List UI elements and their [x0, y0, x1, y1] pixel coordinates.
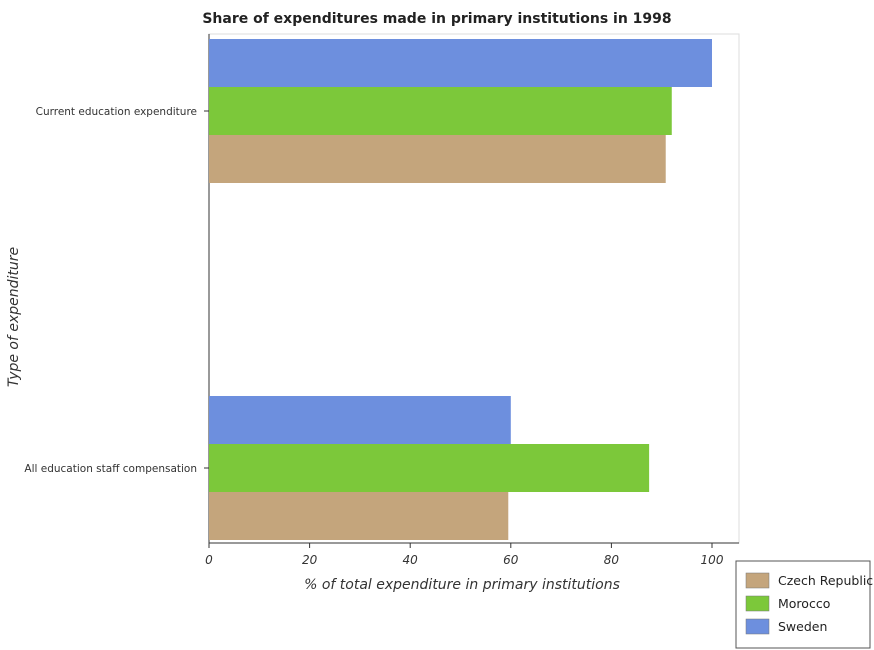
- legend-label: Sweden: [778, 619, 827, 634]
- y-axis-label: Type of expenditure: [6, 247, 22, 387]
- chart-title: Share of expenditures made in primary in…: [202, 11, 671, 27]
- x-tick-label: 0: [205, 553, 213, 567]
- plot-area: 0 20 40 60 80 100 All education staff compensa…: [24, 33, 740, 567]
- x-tick-label: 20: [302, 553, 318, 567]
- legend-label: Morocco: [778, 596, 830, 611]
- x-axis-label: % of total expenditure in primary instit…: [304, 577, 620, 593]
- bar-sweden: [209, 39, 712, 87]
- x-tick-label: 80: [604, 553, 620, 567]
- bar-czech-republic: [209, 492, 509, 540]
- legend-swatch: [745, 572, 770, 589]
- bar-czech-republic: [209, 135, 666, 183]
- legend-swatch: [745, 595, 770, 612]
- x-tick-label: 60: [503, 553, 519, 567]
- bar-morocco: [209, 87, 672, 135]
- x-tick-label: 100: [701, 553, 724, 567]
- y-tick-label: Current education expenditure: [36, 106, 197, 118]
- legend: Czech Republic Morocco Sweden: [735, 560, 873, 649]
- bar-sweden: [209, 396, 511, 444]
- legend-swatch: [745, 618, 770, 635]
- x-tick-label: 40: [403, 553, 419, 567]
- bar-morocco: [209, 444, 650, 492]
- legend-label: Czech Republic: [778, 573, 873, 588]
- y-tick-label: All education staff compensation: [24, 463, 197, 475]
